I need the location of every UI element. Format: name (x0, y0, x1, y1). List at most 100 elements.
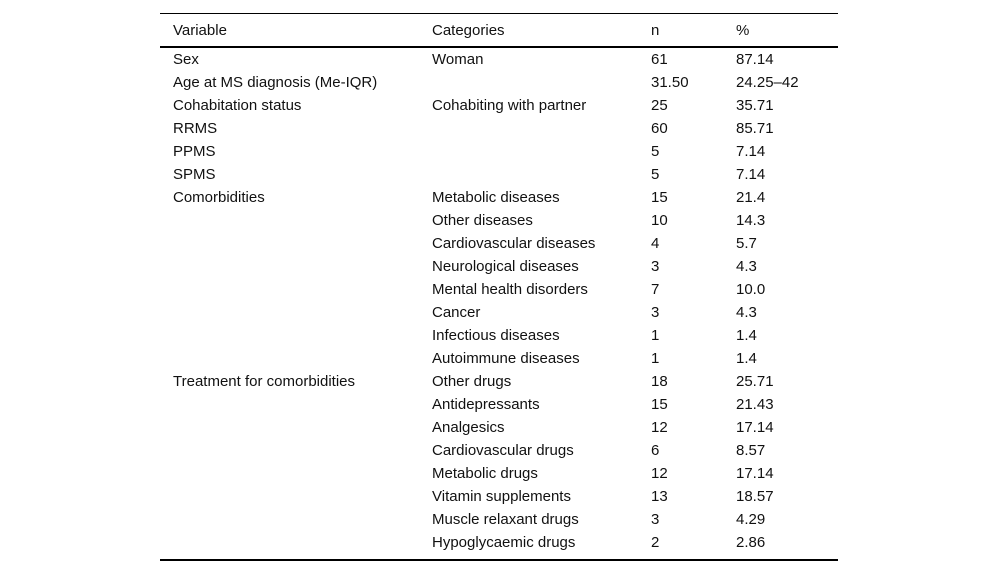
cell-n: 6 (651, 442, 660, 459)
cell-percent: 7.14 (736, 143, 766, 160)
cell-n: 5 (651, 143, 660, 160)
cell-variable: Comorbidities (173, 189, 265, 206)
cell-n: 12 (651, 465, 668, 482)
cell-n: 31.50 (651, 74, 689, 91)
table-row: Cardiovascular diseases 4 5.7 (160, 232, 838, 255)
cell-n: 25 (651, 97, 668, 114)
cell-percent: 2.86 (736, 534, 766, 551)
cell-variable: Cohabitation status (173, 97, 302, 114)
cell-n: 13 (651, 488, 668, 505)
table-row: Comorbidities Metabolic diseases 15 21.4 (160, 186, 838, 209)
cell-percent: 4.3 (736, 304, 757, 321)
table-row: Metabolic drugs 12 17.14 (160, 462, 838, 485)
cell-percent: 85.71 (736, 120, 774, 137)
cell-percent: 1.4 (736, 327, 757, 344)
table-row: Cancer 3 4.3 (160, 301, 838, 324)
cell-category: Metabolic diseases (432, 189, 560, 206)
cell-percent: 1.4 (736, 350, 757, 367)
cell-category: Other drugs (432, 373, 512, 390)
table-row: PPMS 5 7.14 (160, 140, 838, 163)
cell-percent: 4.3 (736, 258, 757, 275)
cell-n: 18 (651, 373, 668, 390)
cell-percent: 35.71 (736, 97, 774, 114)
table-row: Neurological diseases 3 4.3 (160, 255, 838, 278)
cell-percent: 5.7 (736, 235, 757, 252)
cell-percent: 17.14 (736, 419, 774, 436)
table-row: Analgesics 12 17.14 (160, 416, 838, 439)
cell-category: Cancer (432, 304, 481, 321)
table-row: Hypoglycaemic drugs 2 2.86 (160, 531, 838, 554)
cell-category: Mental health disorders (432, 281, 588, 298)
cell-variable: RRMS (173, 120, 218, 137)
cell-n: 60 (651, 120, 668, 137)
cell-percent: 24.25–42 (736, 74, 799, 91)
table-row: SPMS 5 7.14 (160, 163, 838, 186)
cell-category: Cardiovascular drugs (432, 442, 574, 459)
cell-category: Vitamin supplements (432, 488, 571, 505)
cell-category: Other diseases (432, 212, 533, 229)
cell-percent: 87.14 (736, 51, 774, 68)
cell-category: Muscle relaxant drugs (432, 511, 579, 528)
cell-n: 3 (651, 258, 660, 275)
cell-n: 5 (651, 166, 660, 183)
cell-category: Hypoglycaemic drugs (432, 534, 576, 551)
cell-n: 1 (651, 350, 660, 367)
cell-variable: PPMS (173, 143, 216, 160)
table-row: Age at MS diagnosis (Me-IQR) 31.50 24.25–4… (160, 71, 838, 94)
cell-percent: 4.29 (736, 511, 766, 528)
cell-variable: Sex (173, 51, 199, 68)
cell-n: 3 (651, 304, 660, 321)
cell-n: 12 (651, 419, 668, 436)
demographics-table: Variable Categories n % Sex Woman 61 87.14 A… (160, 13, 838, 561)
table-row: Other diseases 10 14.3 (160, 209, 838, 232)
cell-category: Neurological diseases (432, 258, 579, 275)
cell-n: 4 (651, 235, 660, 252)
column-header-n: n (651, 21, 660, 39)
cell-category: Woman (432, 51, 484, 68)
cell-category: Cardiovascular diseases (432, 235, 596, 252)
table-header-row: Variable Categories n % (160, 14, 838, 46)
cell-n: 61 (651, 51, 668, 68)
cell-n: 3 (651, 511, 660, 528)
cell-category: Infectious diseases (432, 327, 560, 344)
cell-n: 10 (651, 212, 668, 229)
cell-n: 15 (651, 396, 668, 413)
cell-percent: 14.3 (736, 212, 766, 229)
cell-percent: 21.4 (736, 189, 766, 206)
table-row: Sex Woman 61 87.14 (160, 48, 838, 71)
table-row: Cohabitation status Cohabiting with partn… (160, 94, 838, 117)
cell-percent: 10.0 (736, 281, 766, 298)
column-header-categories: Categories (432, 21, 505, 39)
cell-percent: 7.14 (736, 166, 766, 183)
cell-percent: 8.57 (736, 442, 766, 459)
cell-variable: Treatment for comorbidities (173, 373, 356, 390)
cell-percent: 21.43 (736, 396, 774, 413)
cell-percent: 17.14 (736, 465, 774, 482)
table-row: Treatment for comorbidities Other drugs 18… (160, 370, 838, 393)
cell-n: 15 (651, 189, 668, 206)
cell-percent: 18.57 (736, 488, 774, 505)
table-row: Infectious diseases 1 1.4 (160, 324, 838, 347)
cell-variable: Age at MS diagnosis (Me-IQR) (173, 74, 378, 91)
table-row: Muscle relaxant drugs 3 4.29 (160, 508, 838, 531)
cell-category: Autoimmune diseases (432, 350, 580, 367)
column-header-variable: Variable (173, 21, 227, 39)
table-row: Cardiovascular drugs 6 8.57 (160, 439, 838, 462)
cell-n: 2 (651, 534, 660, 551)
cell-percent: 25.71 (736, 373, 774, 390)
cell-n: 7 (651, 281, 660, 298)
cell-n: 1 (651, 327, 660, 344)
table-top-rule (160, 13, 838, 14)
cell-category: Metabolic drugs (432, 465, 538, 482)
table-row: Antidepressants 15 21.43 (160, 393, 838, 416)
cell-category: Cohabiting with partner (432, 97, 587, 114)
table-header-rule (160, 46, 838, 48)
table-row: Vitamin supplements 13 18.57 (160, 485, 838, 508)
table-row: Mental health disorders 7 10.0 (160, 278, 838, 301)
table-row: RRMS 60 85.71 (160, 117, 838, 140)
table-body: Sex Woman 61 87.14 Age at MS diagnosis (Me-I… (160, 48, 838, 559)
cell-variable: SPMS (173, 166, 216, 183)
cell-category: Antidepressants (432, 396, 540, 413)
table-bottom-rule (160, 559, 838, 561)
table-row: Autoimmune diseases 1 1.4 (160, 347, 838, 370)
